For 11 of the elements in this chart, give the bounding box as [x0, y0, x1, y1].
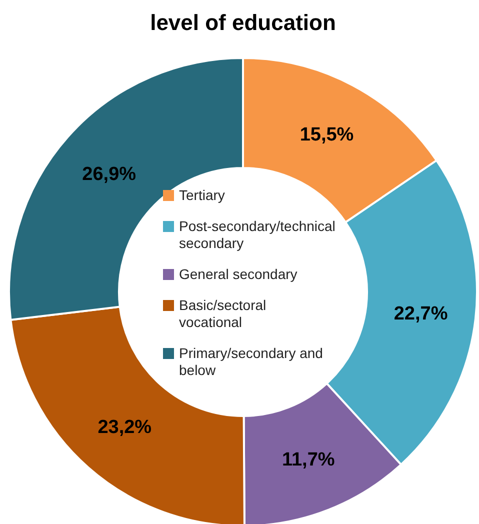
data-label: 11,7% — [282, 449, 335, 470]
legend-label: Post-secondary/technical secondary — [179, 218, 336, 251]
data-label: 23,2% — [98, 416, 152, 438]
chart-title: level of education — [150, 10, 336, 35]
data-label: 15,5% — [300, 124, 354, 146]
legend-label: Tertiary — [179, 187, 225, 203]
legend-label: Primary/secondary and below — [179, 345, 323, 378]
legend-label: General secondary — [179, 266, 298, 282]
data-label: 26,9% — [82, 164, 136, 185]
data-label: 22,7% — [394, 303, 448, 324]
legend-label: Basic/sectoral vocational — [179, 297, 266, 330]
